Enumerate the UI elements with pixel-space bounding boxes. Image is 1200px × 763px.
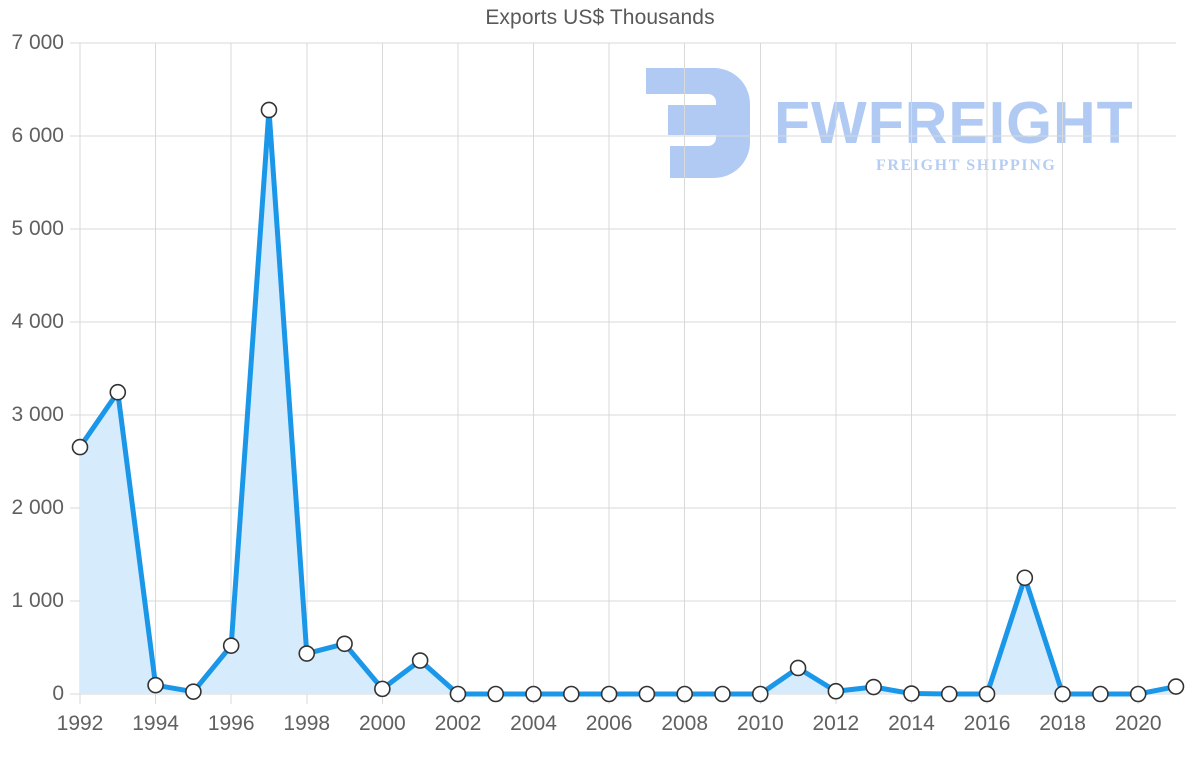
x-axis-tick-label: 2016 [963, 712, 1011, 735]
x-axis-tick-label: 1996 [207, 712, 255, 735]
data-point-marker[interactable] [525, 685, 542, 703]
data-point-marker[interactable] [336, 635, 353, 653]
data-point-marker[interactable] [185, 683, 202, 700]
data-point-marker[interactable] [714, 685, 731, 703]
y-axis-tick-label: 7 000 [11, 31, 64, 54]
x-axis-tick-label: 2010 [736, 712, 784, 735]
data-point-marker[interactable] [1054, 685, 1071, 703]
series-area-fill [80, 109, 1176, 694]
data-point-marker[interactable] [865, 678, 882, 696]
x-axis-tick-label: 2002 [434, 712, 482, 735]
x-axis-tick-label: 2014 [888, 712, 935, 735]
data-point-marker[interactable] [1129, 685, 1147, 703]
data-point-marker[interactable] [827, 682, 845, 700]
data-point-marker[interactable] [940, 685, 958, 703]
data-point-marker[interactable] [71, 438, 89, 456]
data-point-marker[interactable] [903, 685, 920, 702]
y-axis-tick-label: 1 000 [11, 589, 64, 612]
x-axis-tick-label: 1992 [56, 712, 104, 735]
data-point-marker[interactable] [789, 659, 807, 677]
series-line [77, 107, 1179, 697]
x-axis-tick-label: 2000 [358, 712, 406, 735]
data-point-marker[interactable] [978, 685, 996, 703]
y-axis-tick-label: 5 000 [11, 217, 64, 240]
data-point-marker[interactable] [1092, 685, 1109, 703]
x-axis-tick-label: 1994 [132, 712, 179, 735]
data-point-marker[interactable] [147, 676, 164, 694]
x-axis-tick-label: 2018 [1039, 712, 1086, 735]
data-point-marker[interactable] [676, 685, 693, 703]
x-axis-tick-label: 2006 [585, 712, 633, 735]
y-axis-tick-label: 0 [52, 682, 64, 705]
data-point-marker[interactable] [260, 101, 278, 119]
data-point-marker[interactable] [487, 685, 505, 703]
x-axis-tick-label: 2008 [661, 712, 709, 735]
y-axis-tick-label: 6 000 [11, 124, 64, 147]
data-point-marker[interactable] [222, 637, 240, 654]
data-point-marker[interactable] [1016, 569, 1034, 587]
series-markers [71, 101, 1185, 703]
x-axis-tick-label: 2004 [510, 712, 557, 735]
gridlines [70, 42, 1176, 704]
data-point-marker[interactable] [638, 685, 656, 703]
x-axis-tick-label: 2020 [1114, 712, 1162, 735]
y-axis-tick-label: 4 000 [11, 310, 64, 333]
data-point-marker[interactable] [374, 680, 391, 698]
data-point-marker[interactable] [600, 685, 618, 703]
y-axis-tick-label: 3 000 [11, 403, 64, 426]
data-point-marker[interactable] [1167, 678, 1185, 695]
y-axis-tick-label: 2 000 [11, 496, 64, 519]
data-point-marker[interactable] [563, 685, 580, 703]
x-axis-tick-label: 2012 [812, 712, 860, 735]
x-axis-tick-label: 1998 [283, 712, 331, 735]
data-point-marker[interactable] [751, 685, 769, 703]
data-point-marker[interactable] [298, 645, 316, 662]
data-point-marker[interactable] [411, 652, 429, 669]
data-point-marker[interactable] [109, 383, 127, 401]
data-point-marker[interactable] [449, 685, 467, 703]
chart-title: Exports US$ Thousands [485, 6, 715, 29]
